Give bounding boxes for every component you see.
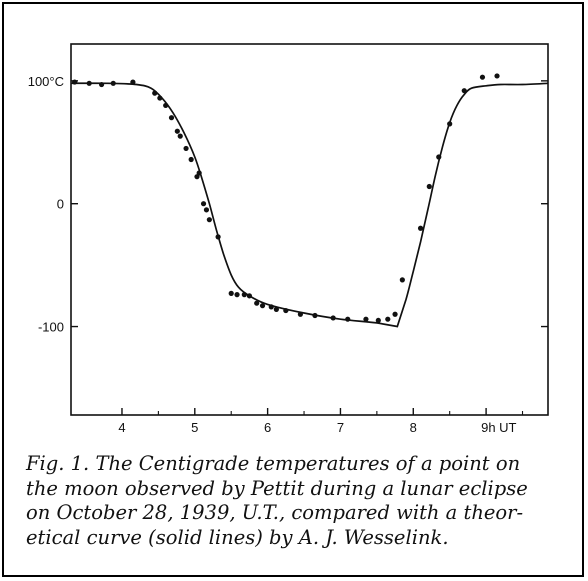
x-tick-label: 7 [337,420,344,435]
data-point [283,307,289,314]
y-tick-label: 100°C [28,74,64,89]
data-point [157,95,163,101]
caption-line: etical curve (solid lines) by A. J. Wess… [26,525,449,549]
data-point [130,79,136,85]
y-tick-label: -100 [38,320,64,335]
data-point [163,102,169,109]
data-point [375,317,381,324]
x-tick-label: 9h UT [481,420,516,435]
data-point [479,74,486,80]
plot-area [70,43,549,416]
data-point [72,79,78,85]
data-point [345,316,351,322]
tick-labels: 4 5 6 7 8 9h UT 100°C 0 -100 [28,74,517,435]
x-tick-label: 8 [410,420,417,435]
data-point [385,316,391,322]
data-point [312,312,318,319]
data-point [98,81,105,88]
data-point [188,156,194,163]
data-point [86,80,92,86]
data-point [241,292,247,298]
data-point [259,303,266,309]
data-point [461,88,467,94]
data-point [273,306,279,312]
data-point [152,90,158,96]
data-point [228,290,234,296]
x-tick-label: 6 [264,420,271,435]
data-point [206,217,212,223]
theoretical-curve-line [70,82,549,328]
data-point [447,121,453,127]
data-point [168,115,175,121]
data-point [215,234,221,240]
data-point [268,304,274,310]
data-point [392,311,398,317]
data-point [436,154,442,160]
caption-line: on October 28, 1939, U.T., compared with… [26,501,524,524]
data-point [174,128,180,134]
data-point [494,73,500,79]
theoretical-curve [70,82,549,328]
data-point [254,300,260,306]
data-point [330,315,336,321]
data-point [363,316,369,322]
observed-points [72,73,500,324]
data-point [399,277,405,283]
data-point [203,207,210,213]
data-point [417,225,424,231]
data-point [234,292,240,298]
caption-line: Fig. 1. The Centigrade temperatures of a… [26,452,521,475]
data-point [196,170,202,176]
y-tick-label: 0 [57,197,64,212]
data-point [426,183,432,190]
data-point [246,293,253,299]
x-tick-label: 4 [118,420,125,435]
data-point [110,80,116,86]
x-tick-label: 5 [191,420,198,435]
data-point [297,311,303,317]
data-point [200,201,207,207]
data-point [177,133,183,139]
caption-line: the moon observed by Pettit during a lun… [26,476,528,500]
figure-frame [2,2,584,577]
axis-ticks [71,80,548,415]
data-point [183,145,189,152]
figure-caption: Fig. 1. The Centigrade temperatures of a… [26,452,571,550]
